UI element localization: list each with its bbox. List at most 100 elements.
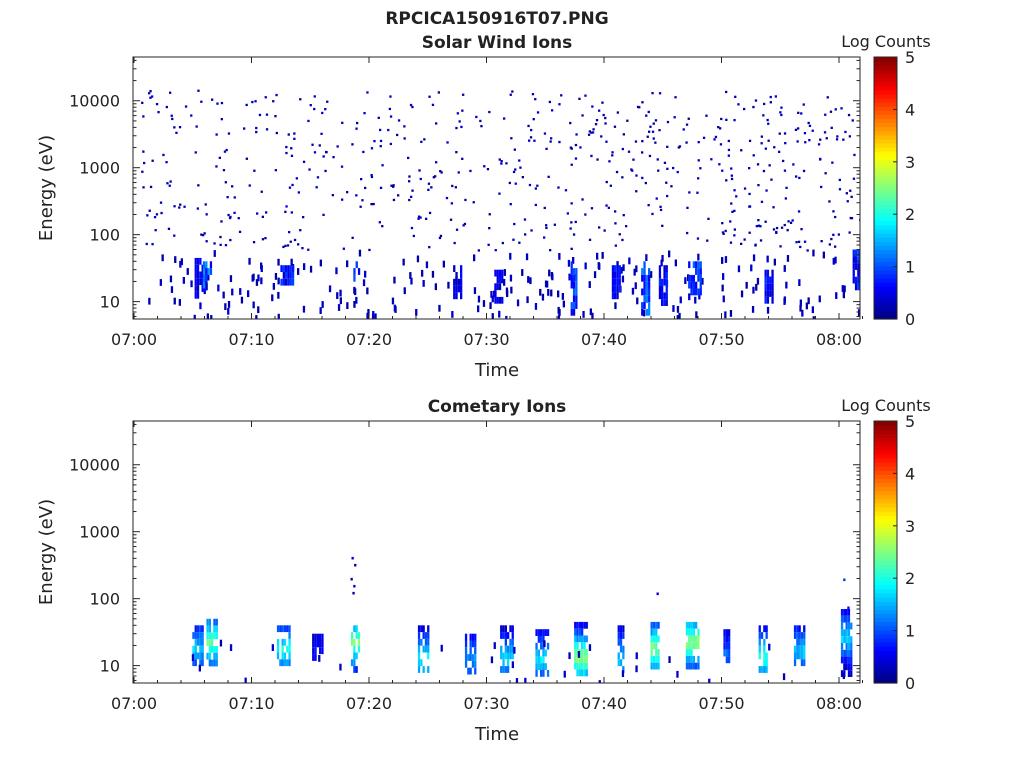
spectrogram-cell bbox=[457, 278, 460, 286]
spectrogram-cell bbox=[542, 649, 545, 657]
spectrogram-cell bbox=[509, 652, 512, 660]
spectrogram-cell bbox=[535, 670, 538, 677]
spectrogram-cell bbox=[575, 302, 578, 309]
spectrogram-cell bbox=[847, 622, 851, 630]
colorbar-tick-label: 4 bbox=[905, 464, 915, 483]
spectrogram-cell bbox=[575, 281, 578, 289]
colorbar-segment bbox=[874, 670, 897, 676]
spectrogram-cell bbox=[353, 652, 356, 660]
spectrogram-cell bbox=[281, 652, 284, 660]
spectrogram-cell bbox=[288, 625, 291, 633]
spectrogram-cell bbox=[227, 301, 231, 308]
colorbar-segment bbox=[874, 273, 897, 279]
spectrogram-cells bbox=[191, 556, 853, 683]
spectrogram-cell bbox=[457, 285, 460, 293]
spectrogram-cell bbox=[658, 285, 662, 293]
x-tick-label: 08:00 bbox=[816, 694, 862, 713]
spectrogram-cell bbox=[641, 101, 644, 104]
spectrogram-cell bbox=[598, 226, 601, 229]
colorbar-segment bbox=[874, 224, 897, 230]
spectrogram-cell bbox=[676, 170, 679, 174]
spectrogram-cell bbox=[417, 625, 421, 633]
spectrogram-cell bbox=[572, 288, 576, 296]
spectrogram-cell bbox=[643, 302, 646, 309]
colorbar-tick-label: 3 bbox=[905, 517, 915, 536]
spectrogram-cell bbox=[213, 250, 216, 257]
colorbar-segment bbox=[874, 278, 897, 283]
spectrogram-cell bbox=[248, 184, 251, 187]
spectrogram-cell bbox=[302, 305, 306, 313]
spectrogram-cell bbox=[665, 265, 668, 272]
spectrogram-cell bbox=[803, 625, 806, 633]
spectrogram-cell bbox=[442, 260, 445, 268]
spectrogram-cell bbox=[208, 659, 211, 667]
spectrogram-cell bbox=[353, 301, 356, 308]
spectrogram-cell bbox=[494, 296, 497, 304]
spectrogram-cell bbox=[843, 615, 846, 623]
spectrogram-cell bbox=[657, 635, 660, 643]
spectrogram-cell bbox=[598, 680, 601, 683]
spectrogram-cell bbox=[686, 206, 689, 209]
spectrogram-cell bbox=[835, 292, 838, 299]
spectrogram-cell bbox=[651, 92, 654, 95]
spectrogram-cell bbox=[630, 168, 633, 171]
spectrogram-cell bbox=[255, 315, 258, 319]
spectrogram-cell bbox=[389, 95, 392, 98]
spectrogram-cell bbox=[199, 625, 202, 633]
spectrogram-cell bbox=[645, 254, 648, 261]
colorbar-segment bbox=[874, 245, 897, 250]
spectrogram-cell bbox=[699, 281, 702, 289]
spectrogram-cell bbox=[302, 216, 305, 219]
spectrogram-cell bbox=[758, 638, 761, 646]
spectrogram-cell bbox=[461, 157, 464, 160]
spectrogram-cell bbox=[271, 294, 274, 302]
spectrogram-cell bbox=[780, 106, 783, 109]
spectrogram-cell bbox=[201, 659, 204, 667]
spectrogram-cell bbox=[644, 181, 647, 185]
colorbar-segment bbox=[874, 470, 897, 475]
spectrogram-cell bbox=[578, 621, 582, 629]
spectrogram-cell bbox=[285, 145, 288, 149]
spectrogram-cell bbox=[828, 200, 831, 203]
spectrogram-cell bbox=[682, 128, 685, 131]
spectrogram-cell bbox=[608, 160, 611, 163]
x-tick-label: 07:50 bbox=[698, 694, 744, 713]
solar-wind-title: Solar Wind Ions bbox=[422, 33, 573, 53]
spectrogram-cell bbox=[503, 117, 506, 120]
spectrogram-cell bbox=[434, 283, 437, 291]
spectrogram-cell bbox=[657, 649, 660, 656]
spectrogram-cell bbox=[579, 146, 582, 149]
colorbar-segment bbox=[874, 179, 897, 185]
spectrogram-cell bbox=[728, 656, 731, 664]
spectrogram-cell bbox=[447, 281, 450, 289]
spectrogram-cell bbox=[574, 157, 578, 160]
colorbar-segment bbox=[874, 302, 897, 308]
spectrogram-cell bbox=[179, 260, 182, 268]
spectrogram-cell bbox=[155, 213, 159, 216]
spectrogram-cell bbox=[161, 254, 164, 262]
spectrogram-cell bbox=[697, 635, 700, 643]
spectrogram-cell bbox=[276, 625, 280, 633]
spectrogram-cell bbox=[846, 200, 849, 203]
colorbar-segment bbox=[874, 134, 897, 140]
spectrogram-cell bbox=[199, 638, 202, 646]
spectrogram-cell bbox=[614, 272, 617, 279]
spectrogram-cell bbox=[768, 643, 771, 651]
spectrogram-cell bbox=[504, 625, 507, 633]
spectrogram-cell bbox=[648, 154, 652, 158]
spectrogram-cell bbox=[409, 103, 413, 107]
spectrogram-cell bbox=[194, 151, 197, 154]
spectrogram-cell bbox=[482, 300, 486, 307]
spectrogram-cell bbox=[570, 302, 573, 309]
spectrogram-cell bbox=[663, 299, 666, 306]
cometary-title: Cometary Ions bbox=[428, 397, 567, 417]
spectrogram-cell bbox=[201, 632, 204, 639]
spectrogram-cell bbox=[372, 202, 375, 206]
spectrogram-cell bbox=[427, 652, 430, 660]
colorbar-segment bbox=[874, 196, 897, 201]
spectrogram-cell bbox=[312, 633, 315, 641]
spectrogram-cell bbox=[697, 159, 700, 162]
spectrogram-cell bbox=[812, 249, 815, 257]
cometary-ylabel: Energy (eV) bbox=[36, 499, 57, 605]
spectrogram-cell bbox=[277, 277, 280, 285]
